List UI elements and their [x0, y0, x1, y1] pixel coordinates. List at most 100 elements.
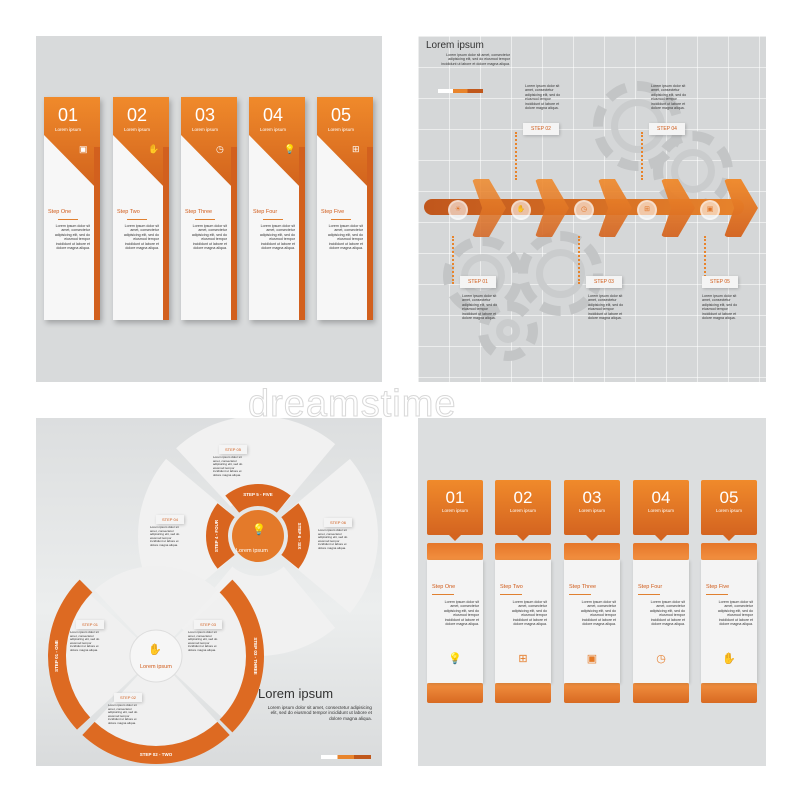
- step-subtitle: Lorem ipsum: [191, 127, 218, 132]
- step-text: Lorem ipsum dolor sit amet, consectetur …: [511, 600, 547, 627]
- step-number: 05: [330, 105, 352, 125]
- step-6-ring: [281, 503, 310, 569]
- step-card: 04 Lorem ipsum Step Four Lorem ipsum dolor …: [633, 480, 689, 703]
- card-header: 02 Lorem ipsum: [495, 480, 551, 541]
- step-banner: 02 Lorem ipsum ✋ Step Two Lorem ipsum dolor …: [113, 97, 169, 320]
- step-label: STEP 04: [156, 515, 184, 524]
- step-label: STEP 02: [523, 123, 559, 135]
- step-subtitle: Lorem ipsum: [441, 508, 468, 513]
- step-subtitle: Lorem ipsum: [123, 127, 150, 132]
- step-number: 02: [513, 488, 533, 507]
- step-text: Lorem ipsum dolor sit amet, consectetur …: [108, 703, 138, 725]
- step-title: Step One: [432, 584, 456, 590]
- step-title: Step Three: [185, 209, 213, 215]
- clock-icon: ◷: [574, 200, 594, 220]
- step-label: STEP 03: [194, 620, 222, 629]
- card-header: 03 Lorem ipsum: [564, 480, 620, 541]
- step-title: Step Five: [321, 209, 345, 215]
- divider: [58, 219, 78, 220]
- step-number: 03: [582, 488, 602, 507]
- step-number: 04: [262, 105, 284, 125]
- card-band: [495, 543, 551, 560]
- inner-segment: [94, 674, 218, 746]
- step-text: Lorem ipsum dolor sit amet, consectetur …: [54, 224, 90, 251]
- step-text: Lorem ipsum dolor sit amet, consectetur …: [318, 528, 348, 550]
- outer-segment: [288, 458, 378, 614]
- step-card: 03 Lorem ipsum Step Three Lorem ipsum dolor…: [564, 480, 620, 703]
- timeline-title: Lorem ipsum: [426, 40, 484, 51]
- banner-edge: [299, 147, 305, 320]
- step-2-ring: [82, 721, 230, 764]
- step-4-ring: [205, 503, 235, 569]
- step-text: Lorem ipsum dolor sit amet, consectetur …: [651, 84, 687, 111]
- divider: [569, 594, 591, 595]
- step-text: Lorem ipsum dolor sit amet, consectetur …: [70, 630, 100, 652]
- center-circle-bottom: [129, 629, 183, 683]
- divider: [706, 594, 728, 595]
- divider: [263, 219, 283, 220]
- section-body: Lorem ipsum dolor sit amet, consectetur …: [267, 705, 372, 721]
- step-text: Lorem ipsum dolor sit amet, consectetur …: [213, 455, 243, 477]
- step-card: 01 Lorem ipsum Step One Lorem ipsum dolor s…: [427, 480, 483, 703]
- step-text: Lorem ipsum dolor sit amet, consectetur …: [188, 630, 218, 652]
- step-text: Lorem ipsum dolor sit amet, consectetur …: [588, 294, 624, 321]
- step-subtitle: Lorem ipsum: [259, 127, 286, 132]
- step-number: 01: [57, 105, 79, 125]
- step-title: Step Five: [706, 584, 730, 590]
- card-body: Step Two Lorem ipsum dolor sit amet, cons…: [495, 560, 551, 683]
- ring-label: STEP 6 - SIX: [297, 522, 302, 550]
- step-text: Lorem ipsum dolor sit amet, consectetur …: [525, 84, 561, 111]
- ring-diagram: [47, 418, 378, 764]
- step-subtitle: Lorem ipsum: [54, 127, 81, 132]
- step-text: Lorem ipsum dolor sit amet, consectetur …: [462, 294, 498, 321]
- card-band: [564, 543, 620, 560]
- step-number: 03: [194, 105, 216, 125]
- center-label-bottom: Lorem ipsum: [140, 664, 172, 670]
- gear-icon: [478, 301, 538, 361]
- step-text: Lorem ipsum dolor sit amet, consectetur …: [150, 525, 180, 547]
- lightbulb-icon: ☀: [448, 200, 468, 220]
- connector: [704, 236, 706, 284]
- step-number: 04: [651, 488, 671, 507]
- card-band: [427, 543, 483, 560]
- card-header: 04 Lorem ipsum: [633, 480, 689, 541]
- step-number: 05: [719, 488, 739, 507]
- step-text: Lorem ipsum dolor sit amet, consectetur …: [717, 600, 753, 627]
- clock-icon: ◷: [216, 144, 224, 154]
- money-icon: ▣: [700, 200, 720, 220]
- ring-label: STEP 4 - FOUR: [214, 519, 219, 553]
- step-title: Step One: [48, 209, 72, 215]
- step-title: Step Four: [638, 584, 663, 590]
- step-label: STEP 05: [219, 445, 247, 454]
- lightbulb-icon: 💡: [284, 144, 296, 154]
- divider: [638, 594, 660, 595]
- divider: [432, 594, 454, 595]
- step-label: STEP 05: [702, 276, 738, 288]
- sitemap-icon: ⊞: [352, 144, 360, 154]
- gear-icon: [518, 231, 603, 316]
- lightbulb-icon: 💡: [252, 524, 266, 536]
- divider: [195, 219, 215, 220]
- card-footer: [427, 683, 483, 703]
- center-label-top: Lorem ipsum: [236, 548, 268, 554]
- step-text: Lorem ipsum dolor sit amet, consectetur …: [259, 224, 295, 251]
- step-text: Lorem ipsum dolor sit amet, consectetur …: [649, 600, 685, 627]
- ring-label: STEP 02 - TWO: [139, 752, 173, 757]
- card-body: Step Three Lorem ipsum dolor sit amet, co…: [564, 560, 620, 683]
- step-text: Lorem ipsum dolor sit amet, consectetur …: [327, 224, 363, 251]
- step-text: Lorem ipsum dolor sit amet, consectetur …: [123, 224, 159, 251]
- step-subtitle: Lorem ipsum: [327, 127, 354, 132]
- step-subtitle: Lorem ipsum: [647, 508, 674, 513]
- step-label: STEP 02: [114, 693, 142, 702]
- step-text: Lorem ipsum dolor sit amet, consectetur …: [580, 600, 616, 627]
- divider: [331, 219, 351, 220]
- color-legend-bar: [438, 89, 483, 93]
- step-banner: 05 Lorem ipsum ⊞ Step Five Lorem ipsum dolor…: [317, 97, 373, 320]
- card-body: Step Four Lorem ipsum dolor sit amet, con…: [633, 560, 689, 683]
- step-card: 05 Lorem ipsum Step Five Lorem ipsum dolor …: [701, 480, 757, 703]
- step-card: 02 Lorem ipsum Step Two Lorem ipsum dolor s…: [495, 480, 551, 703]
- step-banner: 03 Lorem ipsum ◷ Step Three Lorem ipsum dolo…: [181, 97, 237, 320]
- hand-coin-icon: ✋: [148, 144, 160, 154]
- connector: [515, 132, 517, 180]
- ring-label: STEP 01 - ONE: [54, 640, 59, 672]
